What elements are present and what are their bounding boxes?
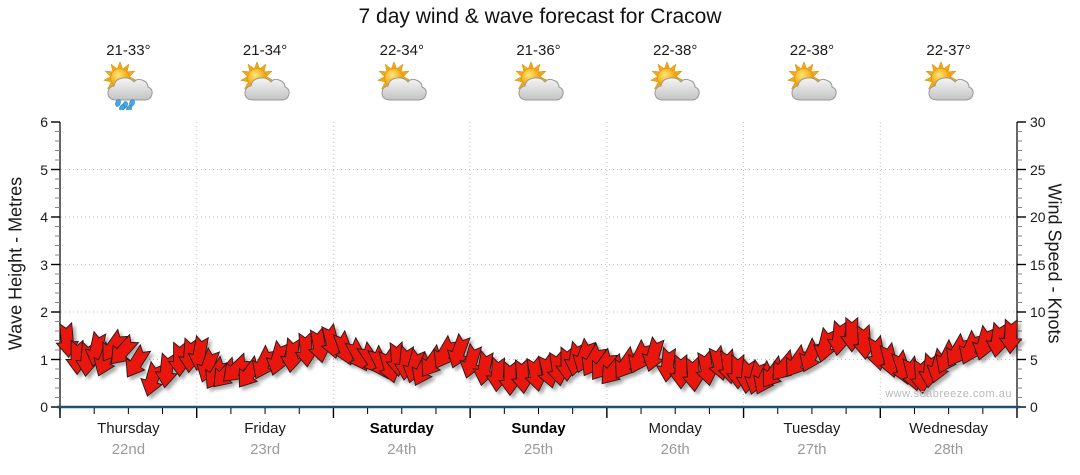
day-name: Thursday — [97, 420, 160, 437]
day-temp-range: 22-38° — [789, 42, 835, 59]
wind-arrow — [140, 360, 164, 397]
right-axis-tick-label: 20 — [1030, 209, 1046, 225]
day-date: 27th — [797, 441, 827, 458]
left-axis-tick-label: 3 — [40, 256, 48, 273]
day-date: 28th — [933, 441, 964, 458]
day-name: Sunday — [511, 420, 566, 437]
left-axis-tick-label: 0 — [40, 399, 48, 415]
day-temp-range: 22-37° — [926, 42, 971, 59]
wind-arrows — [55, 316, 1023, 397]
sun-cloud-icon — [376, 62, 427, 101]
sun-cloud-icon — [240, 62, 290, 101]
left-axis-tick-label: 4 — [40, 209, 48, 225]
day-temp-range: 21-36° — [516, 42, 561, 59]
sun-cloud-icon — [513, 62, 564, 101]
day-date: 23rd — [250, 441, 281, 458]
right-axis-tick-label: 5 — [1030, 351, 1038, 368]
watermark: www.seabreeze.com.au — [885, 388, 1012, 400]
day-name: Wednesday — [909, 420, 989, 437]
day-date: 26th — [660, 441, 690, 458]
sun-cloud-icon — [923, 62, 974, 101]
right-axis-tick-label: 25 — [1030, 161, 1046, 178]
left-axis-tick-label: 6 — [40, 114, 48, 130]
sun-cloud-icon — [786, 62, 837, 101]
sun-cloud-icon — [650, 62, 700, 101]
day-temp-range: 22-34° — [379, 42, 424, 59]
right-axis-tick-label: 10 — [1030, 304, 1046, 320]
day-date: 25th — [523, 441, 554, 458]
right-axis-tick-label: 30 — [1030, 114, 1046, 130]
wind-arrow — [998, 318, 1023, 355]
sun-cloud-rain-icon — [103, 62, 154, 110]
day-temp-range: 21-34° — [242, 42, 288, 59]
day-temp-range: 21-33° — [106, 42, 151, 59]
day-temp-range: 22-38° — [653, 42, 698, 59]
day-date: 22nd — [111, 441, 146, 458]
day-date: 24th — [387, 441, 417, 458]
right-axis-tick-label: 15 — [1030, 256, 1046, 273]
chart-title: 7 day wind & wave forecast for Cracow — [358, 5, 722, 28]
right-axis-tick-label: 0 — [1030, 399, 1038, 415]
day-name: Friday — [244, 420, 286, 437]
left-axis-tick-label: 2 — [40, 304, 48, 320]
day-name: Tuesday — [783, 420, 841, 437]
wind-arrow — [125, 343, 152, 378]
day-name: Saturday — [369, 420, 434, 437]
day-name: Monday — [648, 420, 702, 437]
left-axis-tick-label: 5 — [40, 161, 48, 178]
left-axis-tick-label: 1 — [40, 351, 48, 368]
